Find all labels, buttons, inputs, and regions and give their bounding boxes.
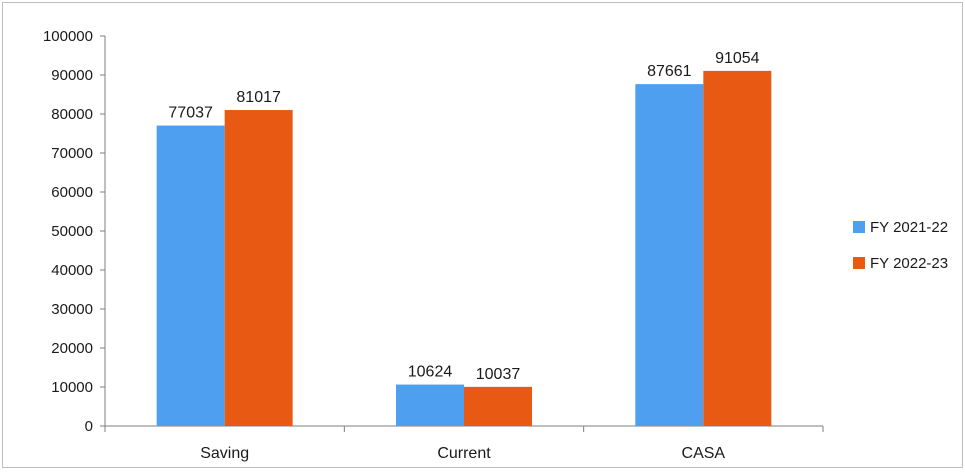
bar-saving-0 <box>156 125 225 427</box>
legend-swatch <box>853 221 865 233</box>
y-tick-label: 100000 <box>43 28 93 45</box>
legend-swatch <box>853 257 865 269</box>
data-label: 10624 <box>408 364 453 381</box>
bar-casa-1 <box>703 70 772 426</box>
y-tick-label: 10000 <box>51 379 93 396</box>
axes: 0 10000 20000 30000 40000 50000 60000 70000 8000… <box>43 28 824 435</box>
bar-saving-1 <box>224 110 293 427</box>
labels: 77037 81017 Saving 10624 10037 Current 87661 91… <box>168 50 759 462</box>
bar-casa-0 <box>635 84 704 426</box>
legend: FY 2021-22 FY 2022-23 <box>853 219 948 272</box>
y-tick-label: 40000 <box>51 262 93 279</box>
x-category-label: Saving <box>200 445 249 462</box>
y-tick-label: 50000 <box>51 223 93 240</box>
data-label: 10037 <box>476 366 521 383</box>
legend-label: FY 2021-22 <box>870 219 948 236</box>
data-label: 91054 <box>715 50 760 67</box>
x-category-label: Current <box>437 445 491 462</box>
data-label: 81017 <box>236 89 281 106</box>
data-label: 77037 <box>168 105 213 122</box>
y-tick-label: 80000 <box>51 106 93 123</box>
y-tick-label: 90000 <box>51 67 93 84</box>
y-tick-label: 70000 <box>51 145 93 162</box>
data-label: 87661 <box>647 63 692 80</box>
y-tick-label: 60000 <box>51 184 93 201</box>
x-category-label: CASA <box>682 445 726 462</box>
y-tick-label: 0 <box>85 418 93 435</box>
y-tick-label: 20000 <box>51 340 93 357</box>
bar-chart: 0 10000 20000 30000 40000 50000 60000 70000 8000… <box>43 28 948 462</box>
y-tick-label: 30000 <box>51 301 93 318</box>
legend-label: FY 2022-23 <box>870 255 948 272</box>
bar-current-0 <box>396 384 464 426</box>
bar-current-1 <box>464 386 532 426</box>
bars <box>156 70 772 427</box>
